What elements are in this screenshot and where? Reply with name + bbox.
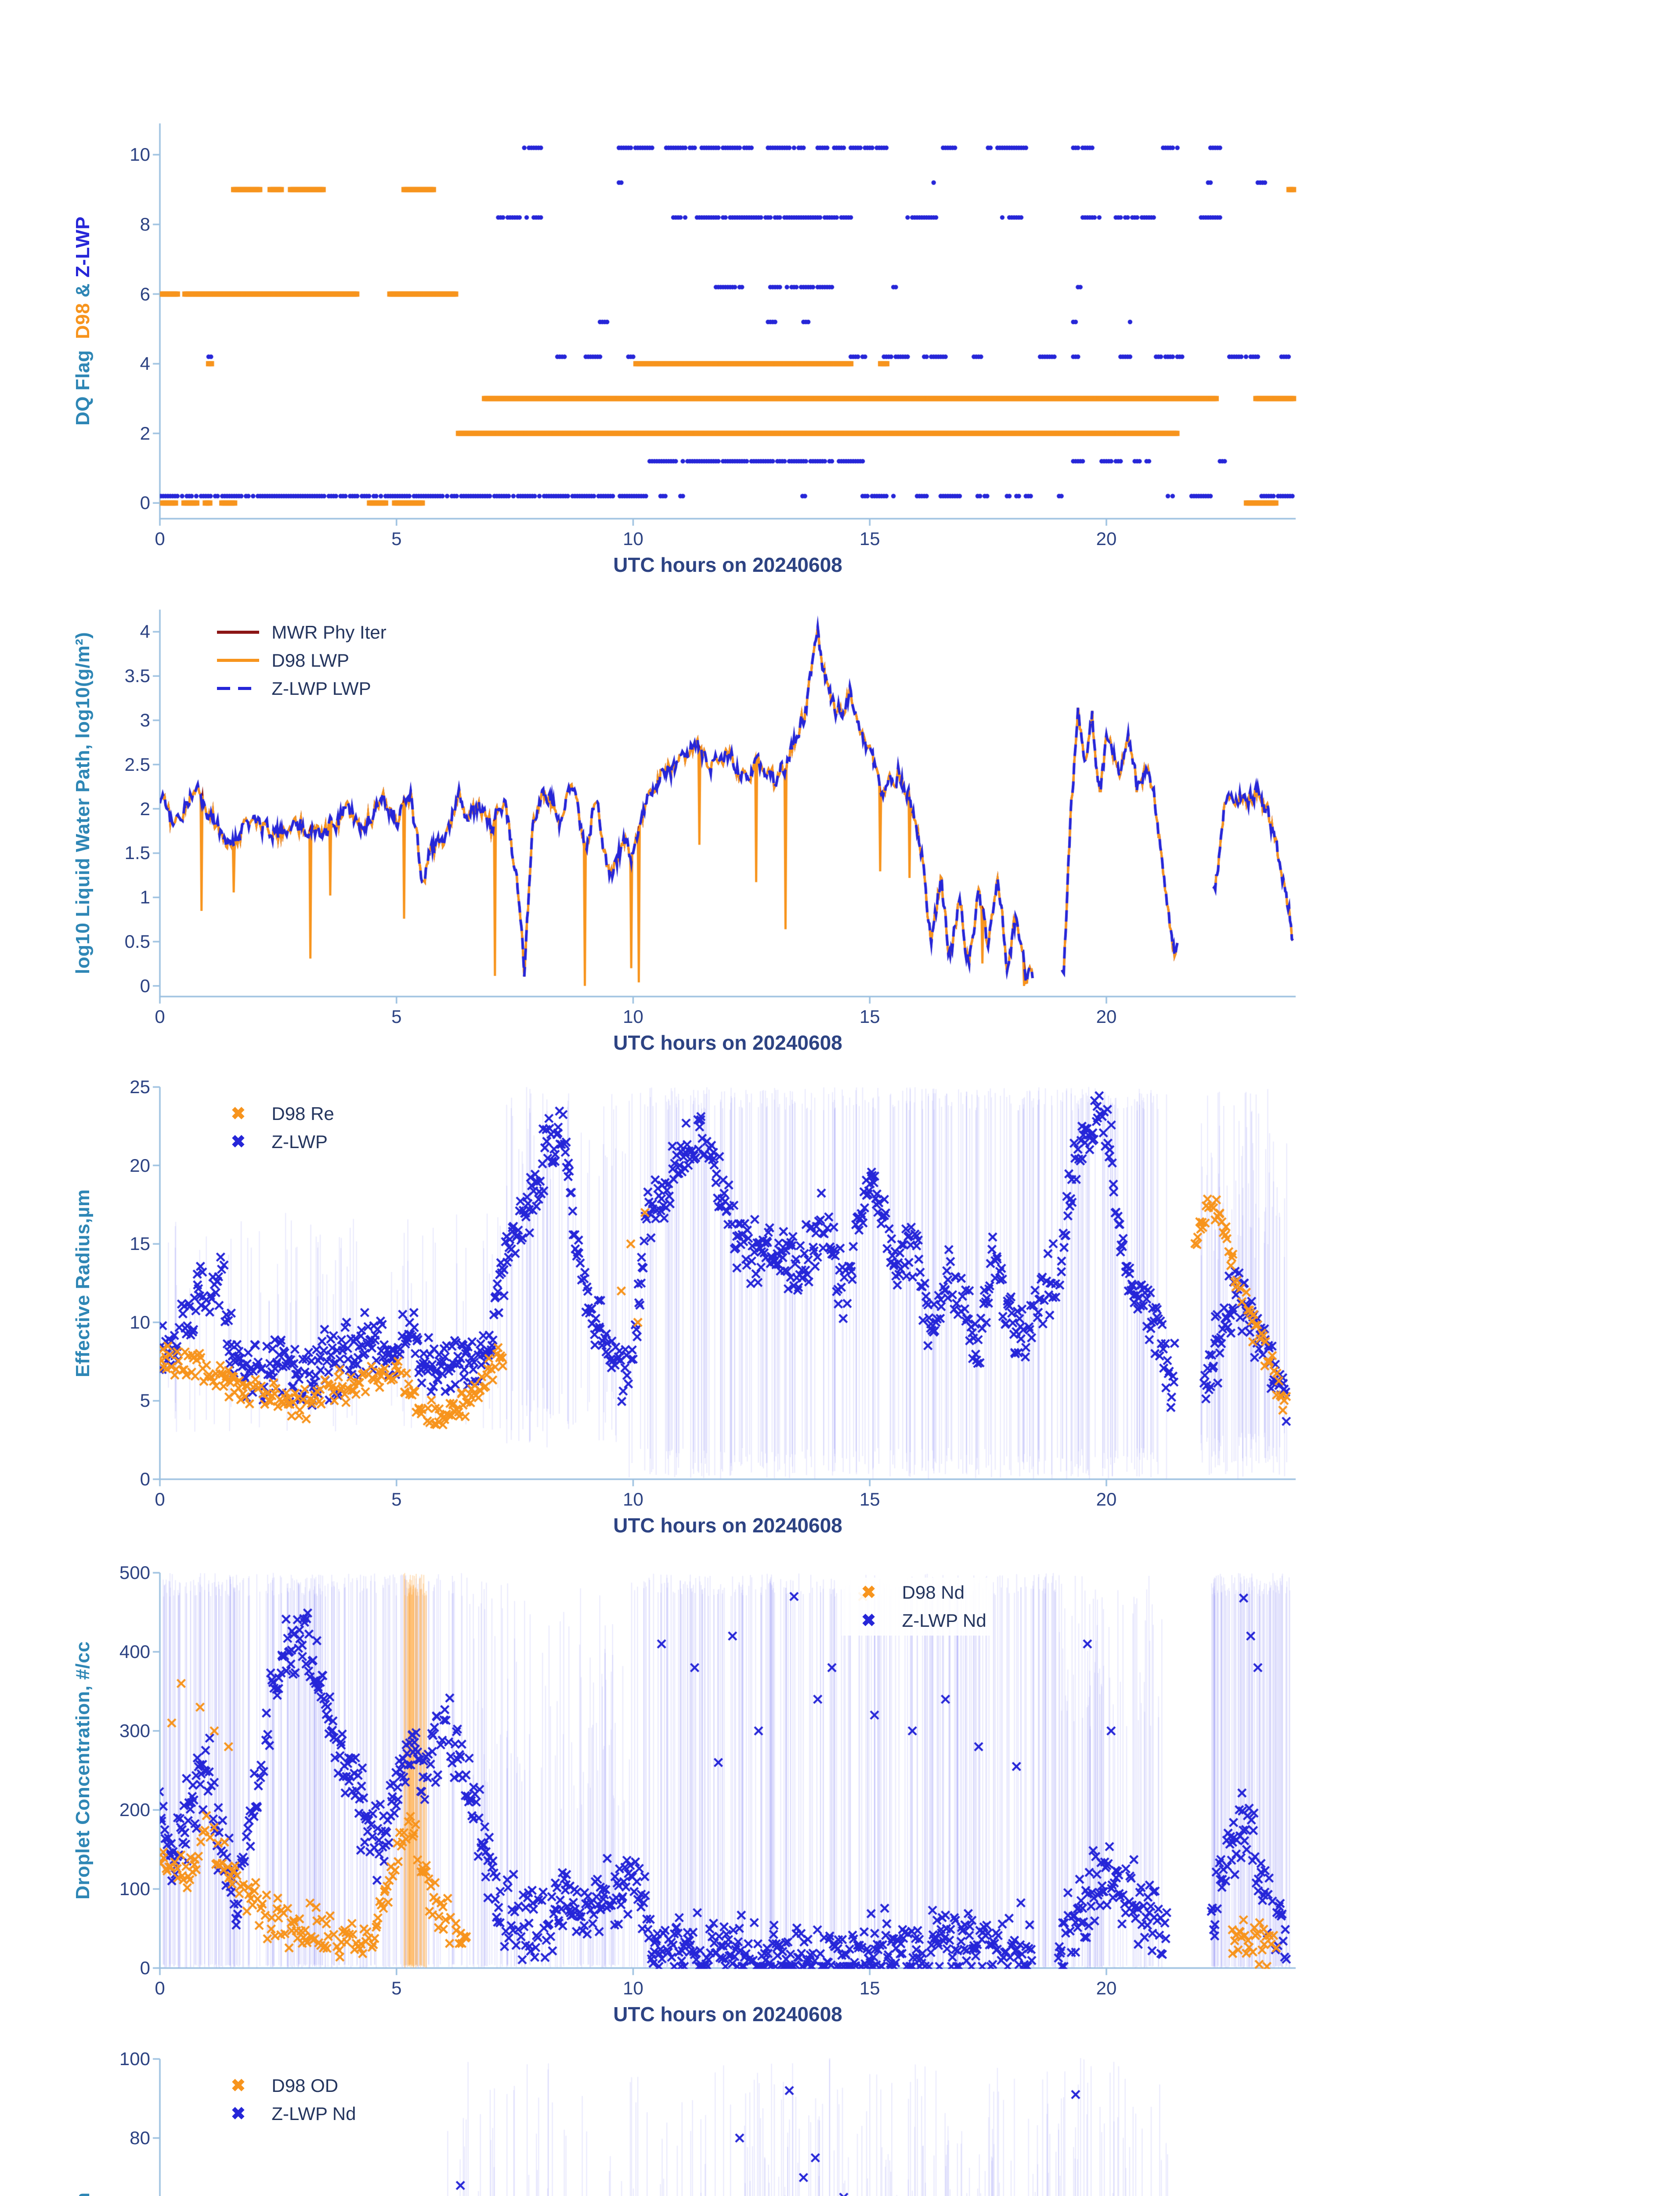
y-label-part-zlwp: Z-LWP: [72, 216, 94, 278]
y-tick-label-0-3: 6: [140, 283, 150, 304]
x-tick-label-1-2: 10: [623, 1006, 643, 1027]
y-tick-label-1-6: 3: [140, 710, 150, 730]
legend-label-zlwp-od: Z-LWP Nd: [271, 2103, 356, 2124]
y-tick-label-1-8: 4: [140, 621, 150, 642]
lwp-plot-canvas: [0, 570, 1326, 1027]
y-tick-label-3-1: 100: [119, 1878, 150, 1899]
x-tick-label-2-3: 15: [859, 1489, 880, 1510]
y-tick-label-3-4: 400: [119, 1641, 150, 1662]
x-tick-label-3-2: 10: [623, 1978, 643, 1998]
legend-label-zlwp-nd: Z-LWP Nd: [902, 1610, 986, 1631]
y-tick-label-1-5: 2.5: [124, 754, 150, 775]
x-tick-label-1-1: 5: [391, 1006, 402, 1027]
x-tick-label-3-4: 20: [1096, 1978, 1117, 1998]
y-tick-label-2-2: 10: [130, 1311, 150, 1333]
legend-row-mwr: MWR Phy Iter: [217, 621, 387, 643]
y-tick-label-0-1: 2: [140, 423, 150, 444]
y-tick-label-1-7: 3.5: [124, 665, 150, 686]
x-tick-label-2-4: 20: [1096, 1489, 1117, 1510]
y-tick-label-2-0: 0: [140, 1469, 150, 1489]
y-tick-label-1-1: 0.5: [124, 931, 150, 952]
x-tick-label-0-2: 10: [623, 528, 643, 549]
y-tick-label-1-0: 0: [140, 975, 150, 996]
y-tick-label-2-4: 20: [130, 1155, 150, 1176]
y-tick-label-2-3: 15: [130, 1233, 150, 1254]
x-tick-label-2-0: 0: [155, 1489, 165, 1510]
zlwp-od-x-marker-icon: ✖: [231, 2104, 246, 2124]
droplet-concentration-y-axis-label: Droplet Concentration, #/cc: [72, 1641, 94, 1900]
zlwp-x-marker-icon: ✖: [231, 1132, 246, 1152]
y-tick-label-4-4: 80: [130, 2127, 150, 2148]
d98-nd-x-marker-icon: ✖: [861, 1582, 876, 1602]
droplet-concentration-plot-canvas: [0, 1533, 1326, 1999]
droplet-concentration-legend: ✖ D98 Nd ✖ Z-LWP Nd: [841, 1577, 993, 1636]
x-tick-label-0-3: 15: [859, 528, 880, 549]
effective-radius-plot-canvas: [0, 1047, 1326, 1510]
y-tick-label-0-5: 10: [130, 144, 150, 165]
legend-label-zlwp-lwp: Z-LWP LWP: [271, 678, 371, 699]
optical-depth-legend: ✖ D98 OD ✖ Z-LWP Nd: [211, 2071, 362, 2129]
y-tick-label-2-5: 25: [130, 1076, 150, 1097]
x-tick-label-1-0: 0: [155, 1006, 165, 1027]
legend-row-zlwp-lwp: Z-LWP LWP: [217, 678, 386, 699]
lwp-legend: MWR Phy Iter D98 LWP Z-LWP LWP: [211, 617, 393, 704]
x-tick-label-2-2: 10: [623, 1489, 643, 1510]
y-label-part-d98: D98: [72, 303, 94, 339]
y-tick-label-3-3: 300: [119, 1720, 150, 1741]
effective-radius-x-axis-label: UTC hours on 20240608: [613, 1514, 842, 1537]
y-tick-label-3-2: 200: [119, 1799, 150, 1820]
x-tick-label-1-4: 20: [1096, 1006, 1117, 1027]
x-tick-label-0-4: 20: [1096, 528, 1117, 549]
dq-flag-y-axis-label: DQ Flag D98 & Z-LWP: [50, 123, 116, 519]
y-tick-label-0-2: 4: [140, 353, 150, 374]
optical-depth-plot-canvas: [0, 2019, 1326, 2196]
y-label-part-amp: &: [72, 277, 94, 303]
y-tick-label-3-0: 0: [140, 1958, 150, 1978]
legend-label-zlwp-re: Z-LWP: [271, 1131, 328, 1152]
x-tick-label-2-1: 5: [391, 1489, 402, 1510]
y-tick-label-2-1: 5: [140, 1390, 150, 1411]
legend-label-d98-re: D98 Re: [271, 1103, 334, 1124]
x-tick-label-3-0: 0: [155, 1978, 165, 1998]
x-tick-label-0-1: 5: [391, 528, 402, 549]
legend-label-d98-nd: D98 Nd: [902, 1582, 965, 1603]
legend-row-zlwp-re: ✖ Z-LWP: [217, 1131, 334, 1152]
legend-row-zlwp-od: ✖ Z-LWP Nd: [217, 2103, 356, 2124]
mwr-line-swatch-icon: [217, 631, 260, 634]
y-tick-label-1-4: 2: [140, 798, 150, 819]
dq-flag-plot-canvas: [0, 84, 1326, 549]
x-tick-label-0-0: 0: [155, 528, 165, 549]
legend-label-mwr: MWR Phy Iter: [271, 621, 387, 643]
y-tick-label-0-4: 8: [140, 213, 150, 235]
y-label-part-dq-flag: DQ Flag: [72, 339, 94, 426]
y-tick-label-4-5: 100: [119, 2048, 150, 2069]
d98-od-x-marker-icon: ✖: [231, 2076, 246, 2095]
legend-row-d98-od: ✖ D98 OD: [217, 2075, 356, 2096]
d98-x-marker-icon: ✖: [231, 1104, 246, 1123]
y-tick-label-1-3: 1.5: [124, 842, 150, 863]
y-tick-label-3-5: 500: [119, 1562, 150, 1583]
effective-radius-legend: ✖ D98 Re ✖ Z-LWP: [211, 1098, 340, 1157]
x-tick-label-1-3: 15: [859, 1006, 880, 1027]
legend-row-d98-lwp: D98 LWP: [217, 650, 386, 671]
legend-label-d98-od: D98 OD: [271, 2075, 339, 2096]
legend-row-zlwp-nd: ✖ Z-LWP Nd: [848, 1610, 986, 1631]
zlwp-dashed-swatch-icon: [217, 687, 260, 690]
legend-row-d98-nd: ✖ D98 Nd: [848, 1582, 986, 1603]
legend-row-d98-re: ✖ D98 Re: [217, 1103, 334, 1124]
effective-radius-y-axis-label: Effective Radius,µm: [72, 1189, 94, 1377]
y-tick-label-0-0: 0: [140, 492, 150, 513]
legend-label-d98-lwp: D98 LWP: [271, 650, 349, 671]
zlwp-nd-x-marker-icon: ✖: [861, 1611, 876, 1630]
x-tick-label-3-3: 15: [859, 1978, 880, 1998]
y-tick-label-1-2: 1: [140, 887, 150, 908]
d98-line-swatch-icon: [217, 659, 260, 662]
x-tick-label-3-1: 5: [391, 1978, 402, 1998]
